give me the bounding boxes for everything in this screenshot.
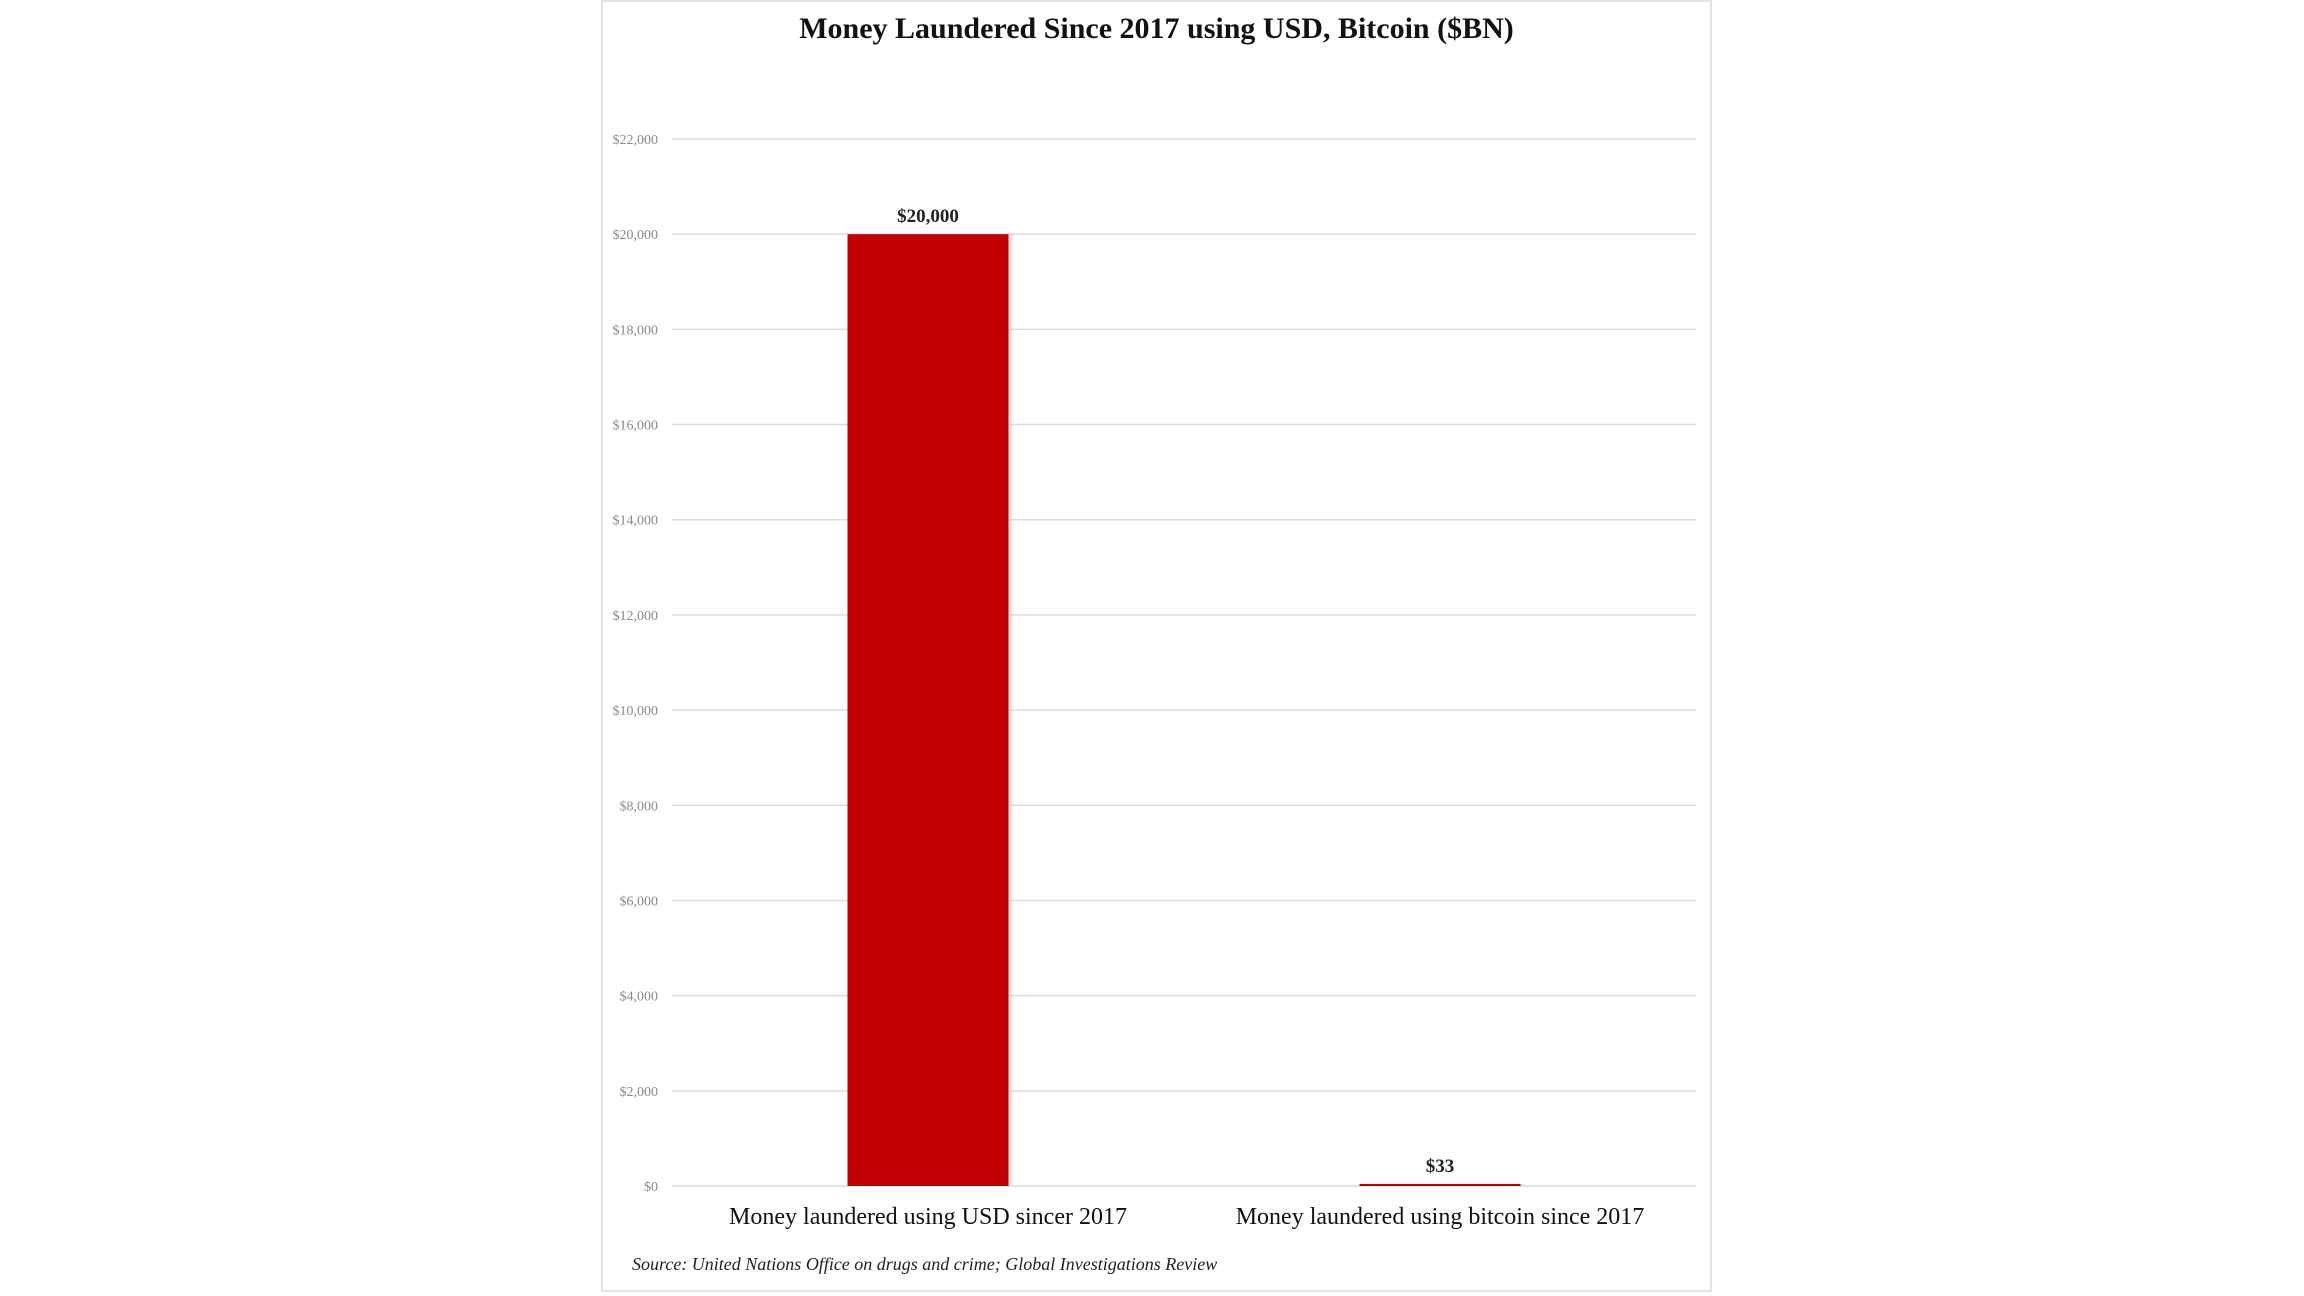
- data-label: $33: [1426, 1156, 1455, 1177]
- source-note: Source: United Nations Office on drugs a…: [632, 1254, 1218, 1274]
- chart-frame: [601, 0, 1712, 1292]
- y-tick-label: $6,000: [620, 894, 659, 909]
- y-tick-label: $18,000: [613, 323, 659, 338]
- chart-title: Money Laundered Since 2017 using USD, Bi…: [799, 12, 1514, 45]
- y-tick-label: $0: [644, 1180, 658, 1195]
- y-tick-label: $8,000: [620, 799, 659, 814]
- category-label: Money laundered using bitcoin since 2017: [1236, 1204, 1645, 1230]
- y-tick-label: $10,000: [613, 704, 659, 719]
- bar: [1359, 1184, 1521, 1186]
- category-label: Money laundered using USD sincer 2017: [729, 1204, 1127, 1230]
- y-tick-label: $16,000: [613, 419, 659, 434]
- y-tick-label: $14,000: [613, 514, 659, 529]
- y-tick-label: $4,000: [620, 990, 659, 1005]
- data-label: $20,000: [897, 206, 959, 227]
- y-tick-label: $12,000: [613, 609, 659, 624]
- y-tick-label: $20,000: [613, 228, 659, 243]
- bar: [847, 234, 1009, 1186]
- y-tick-label: $22,000: [613, 133, 659, 148]
- y-tick-label: $2,000: [620, 1085, 659, 1100]
